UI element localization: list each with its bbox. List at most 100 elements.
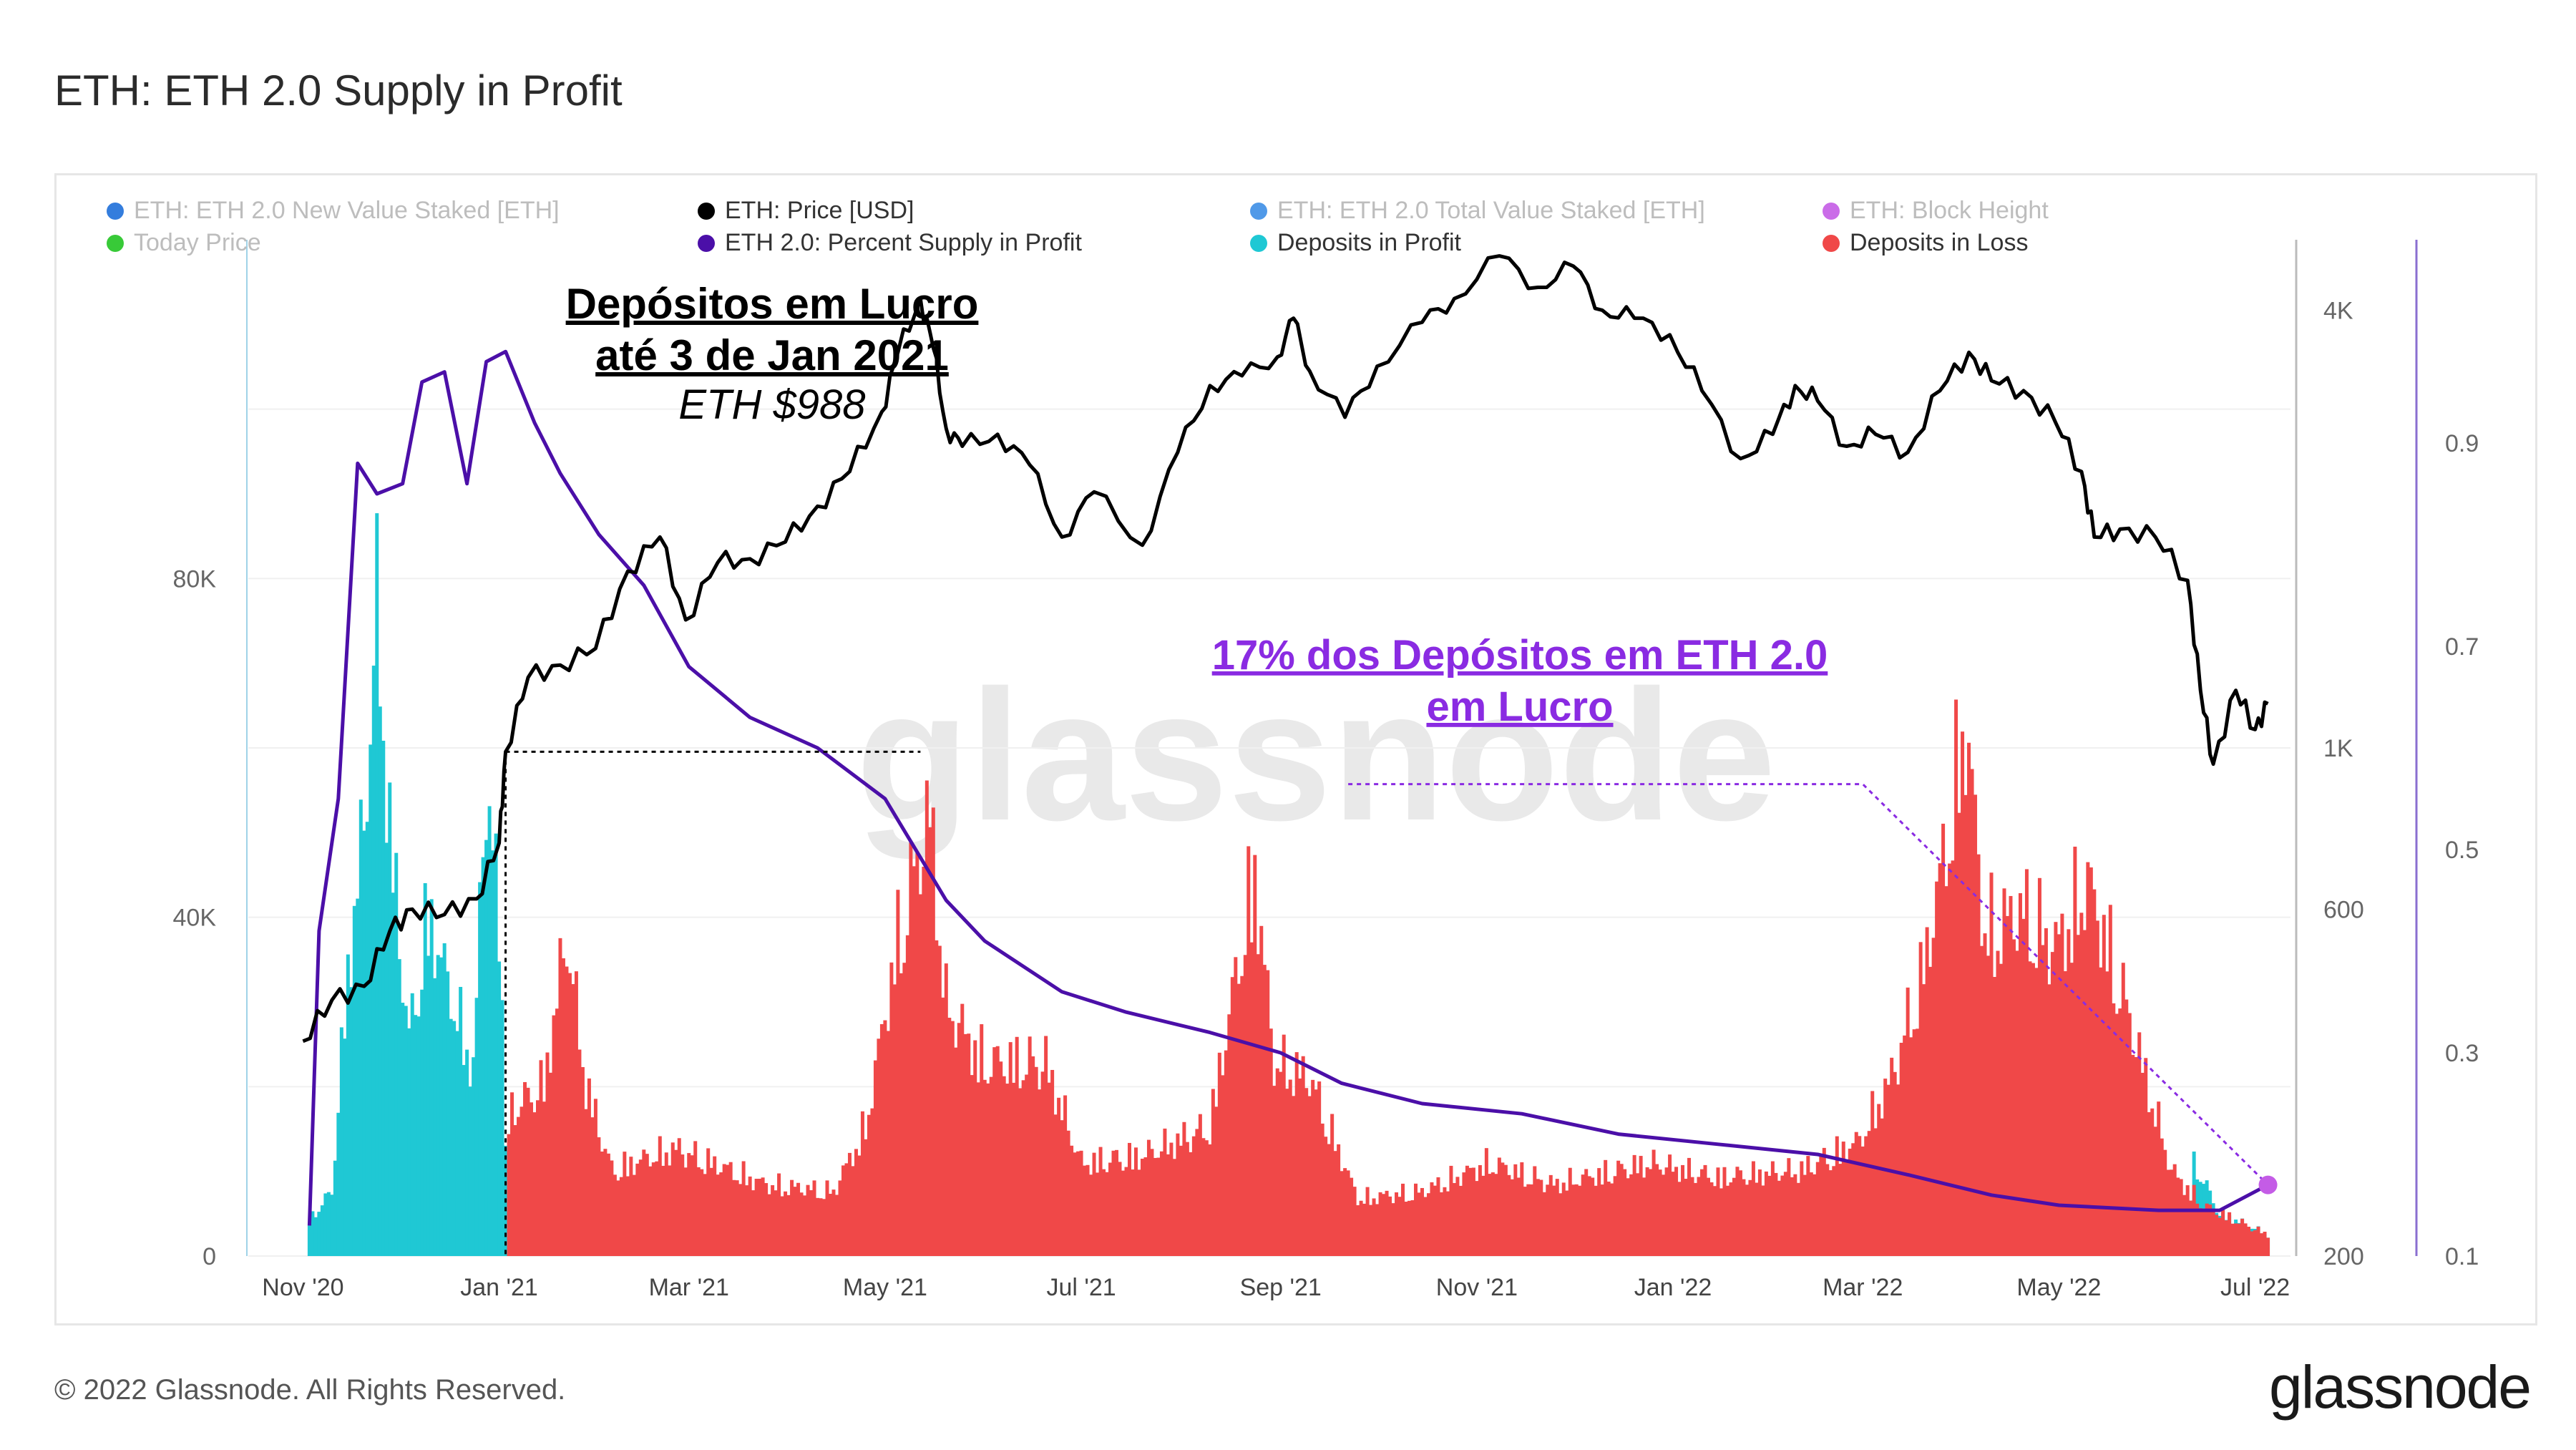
deposits-in-loss-bar [1813,1174,1817,1256]
legend-marker-eth-eth-2-0-total-value-staked-eth [1250,203,1267,220]
x-tick-label: Jan '22 [1634,1274,1712,1301]
deposits-in-loss-bar [751,1190,756,1256]
deposits-in-loss-bar [1481,1175,1485,1256]
deposits-in-loss-bar [2163,1149,2167,1256]
deposits-in-profit-bar [472,1057,476,1256]
annotation-percent-line: em Lucro [1426,683,1613,730]
deposits-in-loss-bar [677,1138,681,1256]
legend-item-deposits-in-loss: Deposits in Loss [1850,229,2028,256]
deposits-in-loss-bar [1214,1106,1219,1256]
deposits-in-loss-bar [896,890,900,1256]
legend[interactable]: ETH: ETH 2.0 New Value Staked [ETH] ETH: … [107,197,2049,256]
deposits-in-loss-bar [1722,1167,1727,1256]
deposits-in-loss-bar [1443,1187,1447,1256]
deposits-in-loss-bar [1262,965,1267,1256]
deposits-in-loss-bar [1970,769,1974,1256]
deposits-in-loss-bar [1909,1037,1913,1256]
deposits-in-loss-bar [1809,1172,1813,1256]
deposits-in-loss-bar [1815,1162,1820,1256]
deposits-in-loss-bar [1395,1192,1399,1256]
deposits-in-loss-bar [931,807,935,1256]
deposits-in-loss-bar [1272,1086,1277,1256]
deposits-in-loss-bar [1610,1183,1614,1256]
deposits-in-loss-bar [864,1139,868,1256]
deposits-in-profit-bar [449,1018,453,1256]
deposits-in-profit-bar [474,998,479,1256]
deposits-in-loss-bar [1137,1169,1141,1256]
deposits-in-loss-bar [1455,1177,1460,1256]
deposits-in-loss-bar [1465,1165,1469,1256]
deposits-in-loss-bar [877,1038,881,1256]
deposits-in-loss-bar [2005,915,2009,1256]
deposits-in-loss-bar [1507,1174,1511,1256]
deposits-in-loss-bar [2067,929,2071,1256]
deposits-in-loss-bar [1745,1184,1749,1256]
deposits-in-loss-bar [2176,1177,2180,1256]
deposits-in-loss-bar [1664,1167,1669,1256]
deposits-in-loss-bar [683,1167,688,1256]
deposits-in-profit-bar [426,955,431,1256]
deposits-in-loss-bar [1311,1079,1315,1256]
deposits-in-loss-bar [1234,957,1238,1256]
deposits-in-loss-bar [1340,1171,1344,1256]
deposits-in-loss-bar [513,1125,517,1256]
deposits-in-loss-bar [986,1083,990,1256]
deposits-in-loss-bar [1133,1147,1138,1256]
deposits-in-loss-bar [1034,1066,1038,1256]
deposits-in-profit-bar [484,840,489,1256]
deposits-in-profit-bar [378,706,382,1256]
deposits-in-loss-bar [1858,1136,1862,1256]
deposits-in-loss-bar [989,1076,993,1256]
deposits-in-loss-bar [1378,1192,1382,1256]
deposits-in-loss-bar [1350,1177,1354,1256]
deposits-in-loss-bar [873,1060,877,1256]
deposits-in-loss-bar [623,1152,627,1256]
deposits-in-loss-bar [1426,1193,1430,1256]
deposits-in-loss-bar [1217,1052,1221,1256]
y-percent-tick-label: 0.7 [2445,633,2479,661]
deposits-in-profit-bar [391,892,395,1256]
deposits-in-loss-bar [2108,905,2112,1256]
deposits-in-loss-bar [2185,1185,2190,1256]
axes: 0 40K 80K 200 600 1K 4K 0.1 0.3 0.5 0.7 0.9 Nov '20 J… [173,240,2479,1301]
deposits-in-profit-bar [388,782,392,1256]
deposits-in-loss-bar [726,1164,730,1256]
deposits-in-loss-bar [632,1174,636,1256]
deposits-in-loss-bar [937,945,942,1256]
deposits-in-loss-bar [555,1008,559,1256]
deposits-in-profit-bar [410,993,414,1256]
deposits-in-loss-bar [1191,1136,1196,1256]
deposits-in-loss-bar [816,1197,820,1256]
deposits-in-loss-bar [1790,1177,1794,1256]
deposits-in-loss-bar [1931,938,1936,1256]
deposits-in-loss-bar [1516,1177,1521,1256]
deposits-in-loss-bar [2202,1209,2206,1256]
deposits-in-loss-bar [1503,1164,1508,1256]
deposits-in-loss-bar [941,997,945,1256]
deposits-in-loss-bar [2189,1200,2193,1256]
deposits-in-loss-bar [1439,1192,1443,1256]
glassnode-logo[interactable]: glassnode [2269,1353,2532,1421]
deposits-in-loss-bar [1420,1187,1424,1256]
annotation-pointer [1348,783,2269,1186]
deposits-in-loss-bar [690,1155,694,1256]
deposits-in-loss-bar [1008,1042,1013,1256]
deposits-in-loss-bar [1732,1177,1736,1256]
deposits-in-loss-bar [1755,1182,1759,1256]
deposits-in-loss-bar [1748,1179,1752,1256]
deposits-in-loss-bar [1574,1184,1579,1256]
deposits-in-loss-bar [565,966,569,1256]
deposits-in-loss-bar [1294,1052,1299,1256]
deposits-in-loss-bar [1697,1177,1701,1256]
chart-canvas[interactable]: glassnode 040K80K2006001K4K0.10.30.50.70… [57,175,2535,1323]
deposits-in-loss-bar [1967,742,1971,1256]
deposits-in-profit-bar [317,1212,321,1256]
deposits-in-loss-bar [784,1191,788,1256]
deposits-in-profit-bar [323,1193,328,1256]
deposits-in-loss-bar [922,867,926,1256]
deposits-in-loss-bar [1195,1129,1199,1256]
deposits-in-loss-bar [1793,1174,1797,1256]
deposits-in-loss-bar [1256,954,1260,1256]
y-price-tick-label: 200 [2323,1243,2364,1270]
deposits-in-profit-bar [439,957,444,1256]
